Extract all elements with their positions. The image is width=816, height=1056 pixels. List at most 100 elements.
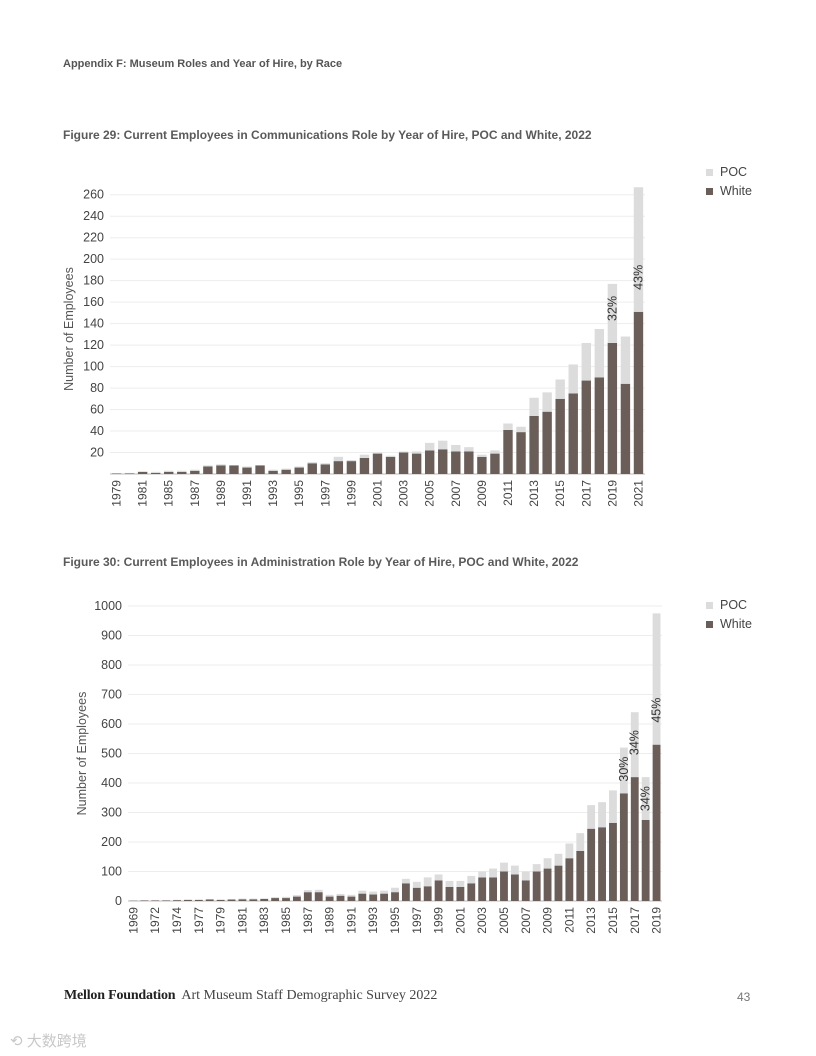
x-tick-label: 1997 (410, 907, 424, 934)
bar-white (500, 871, 508, 901)
bar-poc (398, 451, 409, 453)
bar-white (238, 899, 247, 901)
bar-poc (216, 464, 226, 466)
y-tick-label: 100 (101, 865, 122, 879)
bar-white (587, 828, 596, 901)
bar-white (325, 896, 334, 901)
bar-white (255, 465, 265, 474)
bar-poc (242, 466, 252, 468)
percent-annotation: 45% (650, 698, 664, 723)
bar-white (529, 416, 539, 474)
bar-white (609, 822, 617, 901)
bar-poc (489, 868, 498, 878)
figure-29-title: Figure 29: Current Employees in Communic… (63, 128, 592, 142)
x-tick-label: 1999 (432, 907, 446, 934)
y-tick-label: 500 (101, 747, 122, 761)
x-tick-label: 2003 (475, 907, 489, 934)
bar-poc (598, 802, 606, 828)
bar-poc (543, 858, 552, 869)
bar-white (140, 900, 149, 901)
x-tick-label: 1991 (240, 480, 254, 507)
bar-poc (238, 898, 247, 900)
y-tick-label: 200 (83, 252, 104, 266)
y-tick-label: 0 (115, 894, 122, 908)
x-tick-label: 2013 (527, 480, 541, 507)
bar-poc (641, 777, 650, 820)
figure-29-chart: 20 40 60 80 100 120 140 160 180 200 220 240 260 1979 1… (62, 165, 752, 507)
y-tick-label: 120 (83, 338, 104, 352)
bar-white (216, 465, 226, 474)
bar-white (229, 465, 239, 474)
bar-white (124, 473, 135, 474)
bar-white (216, 899, 225, 901)
bar-white (162, 900, 171, 901)
bar-poc (203, 465, 213, 467)
bar-white (478, 877, 487, 901)
x-tick-label: 1999 (344, 480, 358, 507)
x-tick-label: 1972 (148, 907, 162, 934)
bar-white (555, 398, 565, 474)
bar-white (423, 886, 432, 901)
bar-poc (325, 894, 334, 897)
bar-white (249, 899, 258, 901)
x-tick-label: 1981 (136, 480, 150, 507)
x-tick-label: 1969 (126, 907, 140, 934)
bar-white (164, 471, 174, 474)
bar-white (521, 880, 530, 901)
bar-white (194, 899, 203, 901)
bar-poc (652, 613, 661, 745)
x-tick-label: 2019 (605, 480, 619, 507)
bar-white (347, 896, 356, 901)
bar-white (424, 450, 435, 474)
y-tick-label: 80 (90, 381, 104, 395)
x-tick-label: 2003 (397, 480, 411, 507)
x-tick-label: 2001 (371, 480, 385, 507)
x-tick-label: 1983 (257, 907, 271, 934)
bar-poc (391, 887, 399, 893)
bar-poc (260, 898, 269, 899)
bar-poc (464, 447, 474, 452)
bar-white (320, 464, 331, 474)
x-tick-label: 1997 (318, 480, 332, 507)
bar-white (434, 880, 443, 901)
y-tick-label: 140 (83, 317, 104, 331)
bar-white (594, 377, 605, 474)
x-tick-label: 1985 (279, 907, 293, 934)
x-tick-label: 2007 (519, 907, 533, 934)
bar-white (411, 453, 422, 474)
bar-white (227, 899, 236, 901)
bar-poc (137, 471, 148, 472)
x-tick-label: 1977 (192, 907, 206, 934)
bar-poc (521, 871, 530, 881)
watermark-logo: ⟲ 大数跨境 (10, 1033, 87, 1050)
bar-poc (467, 875, 476, 884)
bar-poc (445, 880, 454, 887)
bar-poc (314, 889, 323, 893)
bar-white (633, 311, 644, 474)
bar-poc (434, 874, 443, 881)
legend-swatch-white (706, 621, 713, 628)
bar-poc (320, 463, 331, 465)
percent-annotation: 43% (631, 265, 645, 290)
appendix-heading: Appendix F: Museum Roles and Year of Hir… (63, 58, 343, 70)
bar-white (543, 868, 552, 901)
bar-white (336, 895, 345, 901)
bar-white (369, 894, 378, 901)
bar-white (281, 469, 291, 474)
x-tick-label: 1979 (214, 907, 228, 934)
bar-poc (477, 454, 487, 457)
x-tick-label: 2005 (423, 480, 437, 507)
bar-poc (500, 862, 508, 872)
y-axis-label: Number of Employees (75, 692, 89, 816)
bar-poc (282, 896, 290, 899)
y-tick-label: 60 (90, 403, 104, 417)
bar-poc (609, 790, 617, 823)
bar-white (137, 471, 148, 474)
bar-poc (150, 471, 161, 473)
bar-white (359, 457, 370, 474)
bar-white (184, 899, 192, 901)
bar-poc (529, 397, 539, 416)
x-tick-label: 1995 (388, 907, 402, 934)
bar-white (190, 470, 200, 474)
bar-poc (412, 881, 421, 888)
